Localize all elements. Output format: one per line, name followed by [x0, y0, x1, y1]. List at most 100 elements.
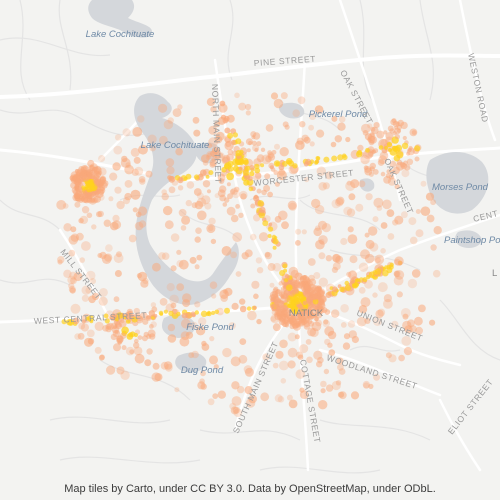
heat-dot: [389, 262, 394, 267]
heat-dot: [322, 182, 330, 190]
heat-dot: [201, 154, 210, 163]
heat-dot: [360, 249, 370, 260]
heat-dot: [280, 378, 287, 384]
heat-dot: [393, 154, 401, 162]
heat-dot: [285, 274, 290, 279]
heat-dot: [267, 150, 273, 156]
heat-dot: [178, 259, 189, 270]
heat-dot: [308, 124, 314, 131]
heat-dot: [229, 189, 236, 195]
heat-dot: [287, 332, 297, 342]
heat-dot: [433, 226, 442, 235]
heat-dot: [313, 272, 321, 279]
heat-dot: [365, 193, 373, 201]
heat-dot: [167, 334, 177, 343]
heat-dot: [316, 361, 323, 368]
heat-dot: [120, 319, 125, 324]
pickerel-pond: [279, 102, 305, 119]
heat-dot: [105, 323, 112, 330]
heat-dot: [116, 312, 124, 319]
heat-dot: [81, 173, 88, 180]
heat-dot: [432, 269, 441, 278]
heat-dot: [172, 108, 182, 117]
heat-dot: [361, 123, 371, 134]
heat-dot: [297, 304, 304, 310]
heat-dot: [185, 331, 194, 339]
heat-dot: [323, 319, 329, 325]
heat-dot: [257, 200, 264, 207]
heat-dot: [176, 283, 185, 291]
heat-dot: [138, 144, 148, 155]
label-pickerel-pond: Pickerel Pond: [309, 109, 368, 120]
heat-dot: [230, 251, 238, 259]
heat-dot: [206, 97, 216, 107]
heat-dot: [158, 103, 168, 113]
heat-dot: [152, 262, 161, 272]
heat-dot: [284, 296, 291, 302]
heat-dot: [300, 276, 304, 280]
label-east-edge-place: L: [492, 268, 497, 279]
heat-dot: [251, 140, 257, 146]
heat-dot: [77, 332, 85, 340]
heat-dot: [318, 182, 328, 191]
heat-dot: [57, 259, 63, 265]
heat-dot: [316, 156, 321, 161]
heat-dot: [228, 322, 236, 330]
heat-dot: [302, 300, 308, 306]
heat-dot: [208, 217, 216, 225]
heat-dot: [177, 104, 183, 110]
heat-dot: [192, 116, 200, 124]
heat-dot: [251, 135, 256, 140]
heat-dot: [375, 268, 382, 275]
heat-dot: [183, 176, 188, 181]
heat-dot: [188, 352, 195, 359]
heat-dot: [409, 236, 418, 245]
heat-dot: [280, 294, 285, 299]
heat-dot: [281, 304, 288, 312]
heat-dot: [200, 370, 206, 377]
heat-dot: [340, 237, 348, 246]
heat-dot: [224, 127, 231, 134]
heat-dot: [303, 136, 311, 144]
heat-dot: [138, 220, 147, 228]
heat-dot: [406, 158, 414, 165]
lake-cochituate-north: [88, 0, 152, 38]
heat-dot: [408, 148, 412, 153]
heat-dot: [86, 212, 93, 219]
heat-dot: [267, 191, 273, 198]
heat-dot: [227, 193, 233, 200]
heat-dot: [56, 200, 67, 210]
heat-dot: [121, 155, 128, 163]
heat-dot: [146, 348, 153, 355]
heat-dot: [385, 352, 392, 359]
heat-dot: [325, 255, 333, 262]
heat-dot: [114, 270, 122, 277]
heat-dot: [235, 271, 242, 277]
heat-dot: [227, 165, 234, 172]
heat-dot: [81, 294, 89, 302]
heat-dot: [275, 161, 280, 167]
heat-dot: [217, 390, 226, 399]
heat-dot: [258, 232, 269, 242]
heat-dot: [165, 158, 175, 167]
heat-dot: [120, 332, 127, 339]
heat-dot: [93, 195, 101, 203]
heat-dot: [209, 158, 218, 167]
heat-dot: [231, 381, 240, 390]
heat-dot: [267, 263, 276, 271]
heat-dot: [263, 184, 271, 192]
heat-dot: [415, 229, 424, 238]
heat-dot: [401, 336, 412, 346]
heat-dot: [170, 233, 180, 242]
heat-dot: [75, 176, 83, 185]
heat-dot: [350, 179, 360, 189]
heat-dot: [181, 215, 191, 225]
heat-dot: [209, 336, 215, 342]
heat-dot: [272, 362, 279, 369]
heat-dot: [398, 354, 405, 362]
heat-dot: [317, 306, 325, 314]
heat-dot: [194, 200, 204, 210]
heat-dot: [256, 267, 264, 274]
